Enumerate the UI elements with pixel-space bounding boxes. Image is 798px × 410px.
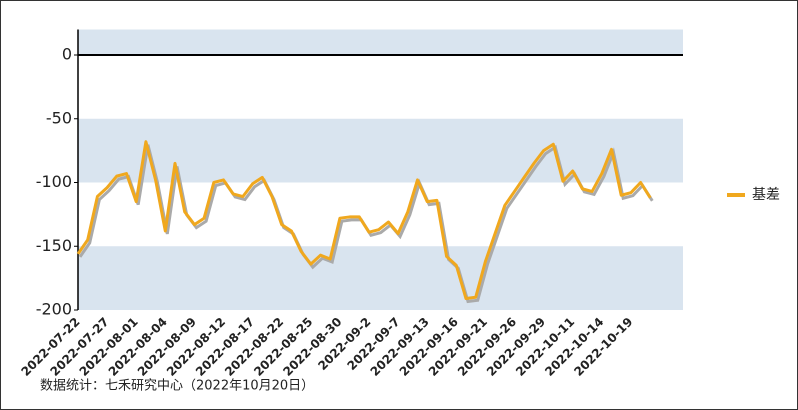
y-tick-label: -200 (36, 300, 72, 319)
y-tick-label: -100 (36, 172, 72, 191)
series-line (76, 140, 652, 301)
legend-label: 基差 (752, 186, 780, 203)
y-tick-label: -50 (46, 108, 72, 127)
band (78, 246, 683, 310)
y-tick-label: 0 (62, 45, 72, 64)
band (78, 118, 683, 183)
footer: 数据统计：七禾研究中心（2022年10月20日） (40, 379, 314, 394)
plot-area: 0-50-100-150-2002022-07-222022-07-272022… (18, 29, 780, 379)
y-tick-label: -150 (36, 236, 72, 255)
band (78, 29, 683, 55)
